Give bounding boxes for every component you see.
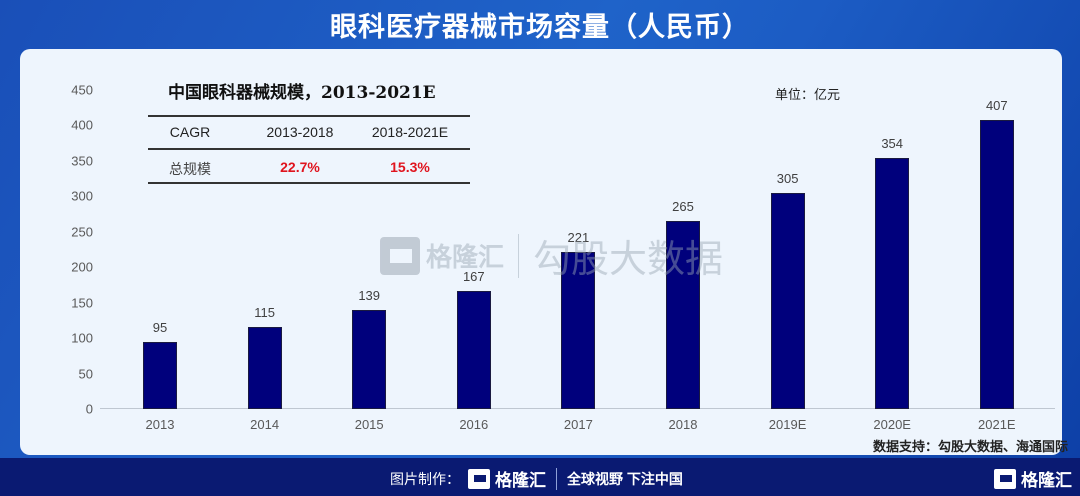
table-header-period1: 2013-2018 [266, 124, 334, 140]
y-tick-label: 0 [85, 401, 93, 417]
bar-value-label: 95 [152, 319, 168, 335]
footer-bar: 图片制作： 格隆汇 全球视野 下注中国 格隆汇 [0, 458, 1080, 496]
table-row-label: 总规模 [169, 162, 211, 178]
watermark: 格隆汇 勾股大数据 [380, 228, 723, 283]
x-tick-label: 2014 [250, 417, 280, 432]
footer-prefix: 图片制作： [390, 470, 460, 487]
y-tick-label: 300 [71, 188, 93, 204]
page-title: 眼科医疗器械市场容量（人民币） [330, 12, 750, 43]
watermark-text: 勾股大数据 [533, 239, 724, 281]
x-tick-label: 2017 [563, 417, 593, 432]
table-header-cagr: CAGR [169, 124, 211, 140]
table-rule-top [148, 115, 470, 117]
footer-right-brand: 格隆汇 [1021, 471, 1072, 490]
table-rule-mid [148, 148, 470, 150]
gelonghui-logo-icon [380, 236, 420, 275]
bar [143, 341, 177, 409]
y-tick-label: 450 [71, 82, 93, 98]
bar [561, 252, 596, 409]
table-rule-bottom [148, 182, 470, 184]
y-tick-label: 350 [71, 153, 93, 169]
cagr-value-1: 22.7% [280, 159, 320, 175]
bar-value-label: 167 [462, 268, 485, 284]
footer-brand: 格隆汇 [495, 471, 546, 490]
unit-label: 单位：亿元 [775, 88, 841, 103]
watermark-brand: 格隆汇 [426, 242, 505, 272]
watermark-divider [518, 233, 520, 278]
bar [979, 120, 1014, 409]
gelonghui-logo-icon [994, 468, 1016, 489]
x-tick-label: 2018 [668, 417, 698, 432]
bar-value-label: 265 [672, 199, 694, 215]
source-note: 数据支持：勾股大数据、海通国际 [872, 439, 1068, 454]
bar-value-label: 139 [358, 288, 381, 304]
gelonghui-logo-icon [468, 468, 490, 489]
bar [770, 192, 805, 409]
y-tick-label: 200 [71, 259, 93, 275]
bar [666, 221, 700, 409]
y-tick-label: 400 [71, 117, 93, 133]
footer-divider [556, 467, 557, 490]
x-tick-label: 2016 [459, 417, 489, 432]
y-tick-label: 250 [71, 224, 93, 240]
x-tick-label: 2013 [145, 417, 175, 432]
x-tick-label: 2015 [354, 417, 384, 432]
y-tick-label: 100 [71, 330, 93, 346]
footer-right-logo: 格隆汇 [986, 466, 1072, 491]
table-header-period2: 2018-2021E [371, 124, 449, 140]
bar [247, 327, 282, 409]
bar-value-label: 354 [881, 136, 904, 152]
y-tick-label: 50 [78, 366, 93, 382]
bar-value-label: 221 [567, 230, 590, 246]
bar-value-label: 115 [254, 305, 275, 321]
x-tick-label: 2019E [768, 417, 807, 432]
table-title: 中国眼科器械规模，2013-2021E [168, 83, 436, 103]
x-tick-label: 2020E [873, 417, 911, 432]
y-tick-label: 150 [71, 295, 93, 311]
bar [456, 290, 491, 409]
footer-slogan: 全球视野 下注中国 [567, 470, 683, 487]
bar-value-label: 305 [776, 170, 799, 186]
cagr-value-2: 15.3% [390, 159, 430, 175]
bar-value-label: 407 [985, 98, 1008, 114]
bar [352, 310, 387, 409]
bar [875, 158, 910, 409]
x-tick-label: 2021E [978, 417, 1016, 432]
footer-credit: 图片制作： 格隆汇 全球视野 下注中国 [390, 466, 683, 491]
